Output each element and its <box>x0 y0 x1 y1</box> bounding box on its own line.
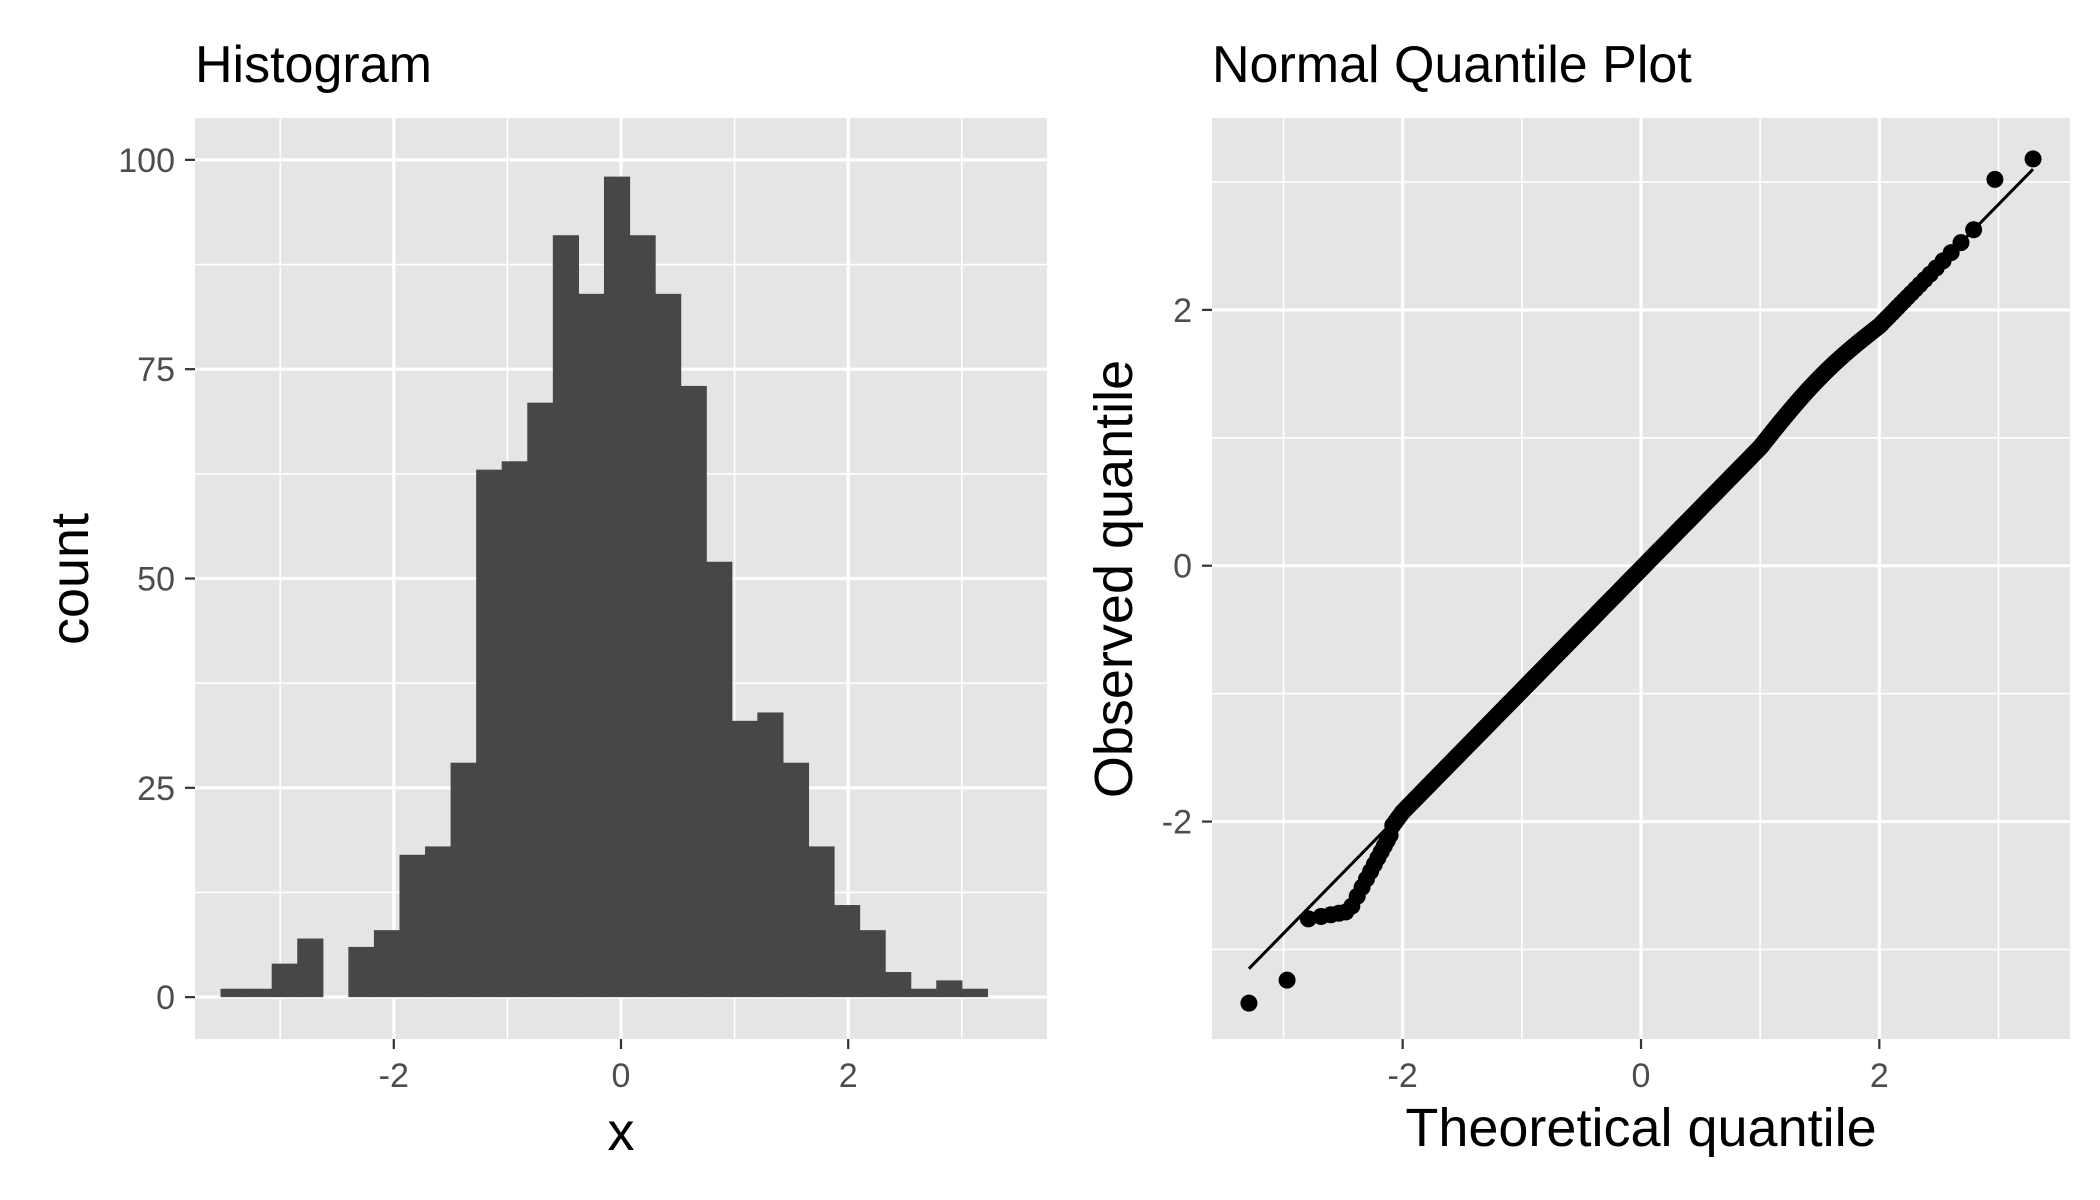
qq-point <box>1278 971 1296 989</box>
qq-points <box>1240 150 2042 1012</box>
histogram-x-axis-title: x <box>608 1102 635 1162</box>
histogram-bars <box>220 176 988 998</box>
histogram-bar <box>476 469 503 998</box>
histogram-bar <box>578 293 605 998</box>
histogram-bar <box>220 988 247 998</box>
qq-y-tick-label: 0 <box>1173 548 1192 586</box>
histogram-bar <box>348 946 375 998</box>
histogram-x-tick-label: 2 <box>839 1057 858 1095</box>
histogram-y-tick-label: 100 <box>118 142 175 180</box>
histogram-bar <box>297 938 324 998</box>
histogram-x-tick-label: 0 <box>612 1057 631 1095</box>
histogram-bar <box>450 762 477 998</box>
qq-y-axis: -2 0 2 <box>1162 292 1212 842</box>
qq-point <box>1965 221 1983 239</box>
histogram-x-tick-label: -2 <box>379 1057 409 1095</box>
histogram-bar <box>501 461 528 998</box>
histogram-bar <box>680 385 707 998</box>
histogram-bar <box>859 930 886 998</box>
histogram-title: Histogram <box>195 36 432 94</box>
qq-point <box>1240 994 1258 1012</box>
qq-y-tick-label: -2 <box>1162 804 1192 842</box>
histogram-bar <box>373 930 401 998</box>
qq-x-tick-label: 2 <box>1870 1057 1889 1095</box>
histogram-bar <box>936 980 963 998</box>
qq-point <box>1952 234 1970 252</box>
histogram-bar <box>527 402 554 998</box>
histogram-bar <box>961 988 988 998</box>
histogram-y-axis: 0 25 50 75 100 <box>118 142 195 1017</box>
histogram-bar <box>731 720 758 998</box>
histogram-y-tick-label: 75 <box>137 351 175 389</box>
qq-x-axis: -2 0 2 <box>1388 1039 1889 1095</box>
histogram-bar <box>271 963 298 998</box>
histogram-bar <box>629 235 656 998</box>
qq-panel: Normal Quantile Plot -2 0 2 -2 0 2 Theoretic… <box>1084 36 2070 1158</box>
histogram-y-tick-label: 25 <box>137 770 175 808</box>
histogram-bar <box>808 846 835 998</box>
histogram-y-axis-title: count <box>40 513 100 645</box>
histogram-bar <box>603 176 631 998</box>
histogram-y-tick-label: 50 <box>137 561 175 599</box>
qq-x-tick-label: 0 <box>1632 1057 1651 1095</box>
histogram-x-axis: -2 0 2 <box>379 1039 858 1095</box>
qq-x-tick-label: -2 <box>1388 1057 1418 1095</box>
histogram-bar <box>425 846 452 998</box>
qq-y-tick-label: 2 <box>1173 292 1192 330</box>
histogram-y-tick-label: 0 <box>156 979 175 1017</box>
qq-gridlines <box>1212 118 2070 1039</box>
histogram-bar <box>246 988 273 998</box>
histogram-bar <box>910 988 937 998</box>
histogram-bar <box>399 854 426 998</box>
qq-point <box>1986 170 2004 188</box>
qq-point <box>1299 910 1317 928</box>
histogram-bar <box>885 972 912 998</box>
histogram-bar <box>782 762 810 998</box>
histogram-bar <box>706 561 733 998</box>
qq-x-axis-title: Theoretical quantile <box>1405 1098 1876 1158</box>
histogram-bar <box>834 905 861 998</box>
histogram-panel: Histogram 0 25 50 75 100 -2 0 2 x count <box>40 36 1047 1162</box>
qq-y-axis-title: Observed quantile <box>1084 360 1144 798</box>
histogram-bar <box>655 293 682 998</box>
histogram-bar <box>757 712 784 998</box>
histogram-bar <box>552 235 579 998</box>
qq-title: Normal Quantile Plot <box>1212 36 1692 94</box>
qq-point <box>2024 150 2042 168</box>
